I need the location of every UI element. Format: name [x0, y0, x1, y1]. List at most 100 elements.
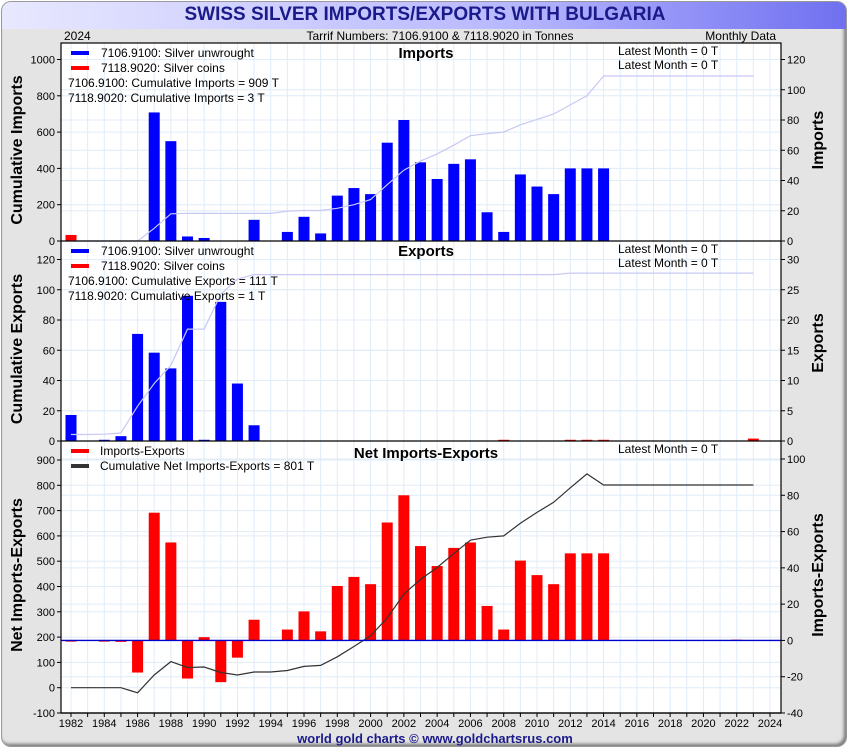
bar — [498, 231, 510, 241]
x-tick-label: 2000 — [358, 718, 382, 730]
panel-title: Imports — [398, 45, 453, 62]
y-tick-label-right: 20 — [787, 206, 799, 218]
bar — [548, 194, 560, 241]
bar — [415, 546, 426, 641]
bar — [514, 560, 526, 641]
y-tick-label-left: 100 — [37, 285, 55, 297]
bar — [531, 575, 543, 641]
bar — [148, 352, 160, 441]
y-tick-label-left: 900 — [37, 455, 55, 467]
bar — [198, 637, 210, 641]
bar — [298, 216, 310, 241]
y-tick-label-left: 60 — [43, 345, 55, 357]
bar — [182, 295, 193, 441]
y-tick-label-right: 0 — [787, 236, 793, 248]
y-tick-label-left: 300 — [37, 607, 55, 619]
bar — [231, 640, 243, 658]
y-tick-label-right: -40 — [787, 708, 803, 720]
bar — [564, 168, 576, 241]
y-tick-label-left: 200 — [37, 632, 55, 644]
bar — [331, 586, 343, 641]
bar — [98, 439, 110, 441]
legend-swatch — [71, 264, 89, 268]
bar — [365, 584, 377, 641]
x-tick-label: 2002 — [392, 718, 416, 730]
bar — [415, 162, 426, 241]
y-tick-label-left: 80 — [43, 315, 55, 327]
y-tick-label-left: 40 — [43, 376, 55, 388]
x-tick-label: 2020 — [691, 718, 715, 730]
bar — [448, 163, 460, 241]
x-tick-label: 2006 — [458, 718, 482, 730]
y-tick-label-left: 600 — [37, 127, 55, 139]
bar — [747, 438, 759, 441]
y-tick-label-right: 30 — [787, 255, 799, 267]
y-tick-label-left: 700 — [37, 506, 55, 518]
x-tick-label: 1982 — [59, 718, 83, 730]
cumulative-line — [71, 272, 754, 436]
legend-swatch — [71, 464, 89, 468]
x-tick-label: 1988 — [159, 718, 183, 730]
bar — [115, 436, 127, 441]
subtitle: Tarrif Numbers: 7106.9100 & 7118.9020 in… — [306, 29, 573, 43]
bar — [248, 425, 260, 441]
y-axis-label-left: Cumulative Imports — [9, 75, 26, 224]
x-tick-label: 2012 — [558, 718, 582, 730]
bar — [165, 368, 177, 441]
y-tick-label-left: 500 — [37, 556, 55, 568]
bar — [231, 383, 243, 441]
bar — [198, 237, 210, 241]
bar — [398, 120, 410, 241]
bar — [165, 141, 177, 241]
y-tick-label-right: 120 — [787, 55, 805, 67]
legend-label: 7118.9020: Silver coins — [101, 259, 225, 273]
bar — [331, 195, 343, 241]
bar — [65, 414, 77, 441]
bar — [448, 547, 460, 641]
y-tick-label-right: -20 — [787, 672, 803, 684]
y-tick-label-left: 120 — [37, 255, 55, 267]
y-tick-label-left: 800 — [37, 91, 55, 103]
year-label: 2024 — [64, 29, 91, 43]
y-tick-label-left: 0 — [49, 683, 55, 695]
y-tick-label-left: 600 — [37, 531, 55, 543]
bar — [248, 219, 260, 241]
panel-title: Net Imports-Exports — [354, 445, 498, 462]
y-tick-label-left: 0 — [49, 436, 55, 448]
x-tick-label: 2014 — [591, 718, 615, 730]
bar — [498, 439, 510, 441]
latest-month-label: Latest Month = 0 T — [618, 242, 719, 256]
y-tick-label-right: 0 — [787, 436, 793, 448]
cumulative-line — [71, 75, 754, 242]
y-tick-label-right: 20 — [787, 315, 799, 327]
bar — [564, 553, 576, 641]
y-tick-label-right: 80 — [787, 115, 799, 127]
legend-label: Imports-Exports — [100, 444, 185, 458]
bar — [581, 553, 593, 641]
chart-title: SWISS SILVER IMPORTS/EXPORTS WITH BULGAR… — [184, 4, 666, 25]
bar — [115, 640, 127, 642]
bar — [298, 611, 310, 641]
y-axis-label-right: Imports-Exports — [810, 513, 827, 637]
legend-swatch — [71, 449, 89, 453]
x-tick-label: 2010 — [525, 718, 549, 730]
bar — [315, 631, 327, 641]
x-tick-label: 2022 — [724, 718, 748, 730]
y-axis-label-right: Exports — [810, 313, 827, 373]
bar — [148, 512, 160, 641]
bar — [198, 439, 210, 441]
x-tick-label: 1990 — [192, 718, 216, 730]
bar — [381, 522, 393, 641]
y-tick-label-right: 100 — [787, 454, 805, 466]
x-tick-label: 2024 — [758, 718, 782, 730]
y-tick-label-right: 40 — [787, 563, 799, 575]
bar — [598, 553, 610, 641]
y-tick-label-right: 60 — [787, 145, 799, 157]
x-tick-label: 1994 — [258, 718, 282, 730]
y-tick-label-left: -100 — [33, 708, 55, 720]
y-tick-label-left: 800 — [37, 480, 55, 492]
legend-swatch — [71, 51, 89, 55]
bar — [315, 233, 327, 241]
legend-swatch — [71, 66, 89, 70]
